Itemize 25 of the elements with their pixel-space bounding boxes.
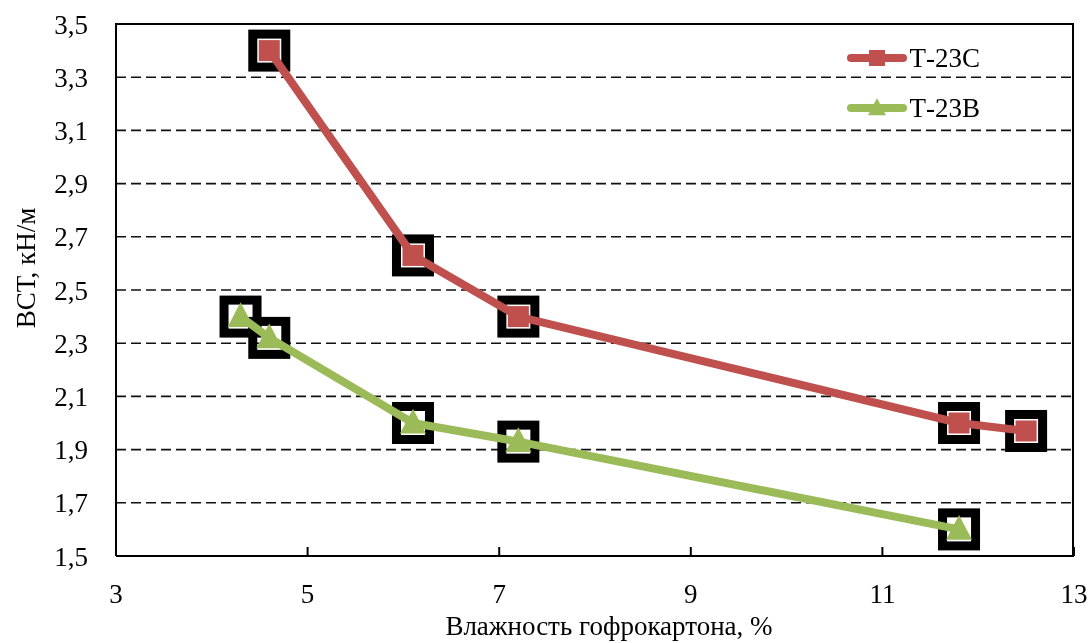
legend-label: Т-23С [909,43,980,73]
y-tick-label: 2,9 [54,169,88,200]
y-tick-label: 2,1 [54,381,88,412]
y-tick-label: 1,7 [54,488,88,519]
x-tick-label: 3 [109,579,123,609]
x-tick-label: 7 [492,579,506,609]
y-tick-label: 3,5 [54,9,88,40]
point [1005,409,1048,452]
point [938,508,981,551]
x-axis-title: Влажность гофрокартона, % [445,611,773,641]
point [248,29,291,72]
x-tick-label: 11 [869,579,896,609]
x-tick-label: 5 [300,579,315,609]
y-tick-label: 2,5 [54,275,88,306]
y-tick-label: 2,3 [54,328,88,359]
y-axis-title: ВСТ, кН/м [11,207,41,329]
y-tick-label: 1,5 [54,541,88,572]
legend-label: Т-23В [909,93,980,123]
y-tick-label: 1,9 [54,435,88,466]
x-tick-label: 9 [684,579,698,609]
y-tick-label: 3,3 [54,62,88,93]
y-tick-label: 3,1 [54,115,88,146]
point [219,295,262,338]
x-tick-label: 13 [1060,579,1088,609]
y-tick-label: 2,7 [54,222,88,253]
